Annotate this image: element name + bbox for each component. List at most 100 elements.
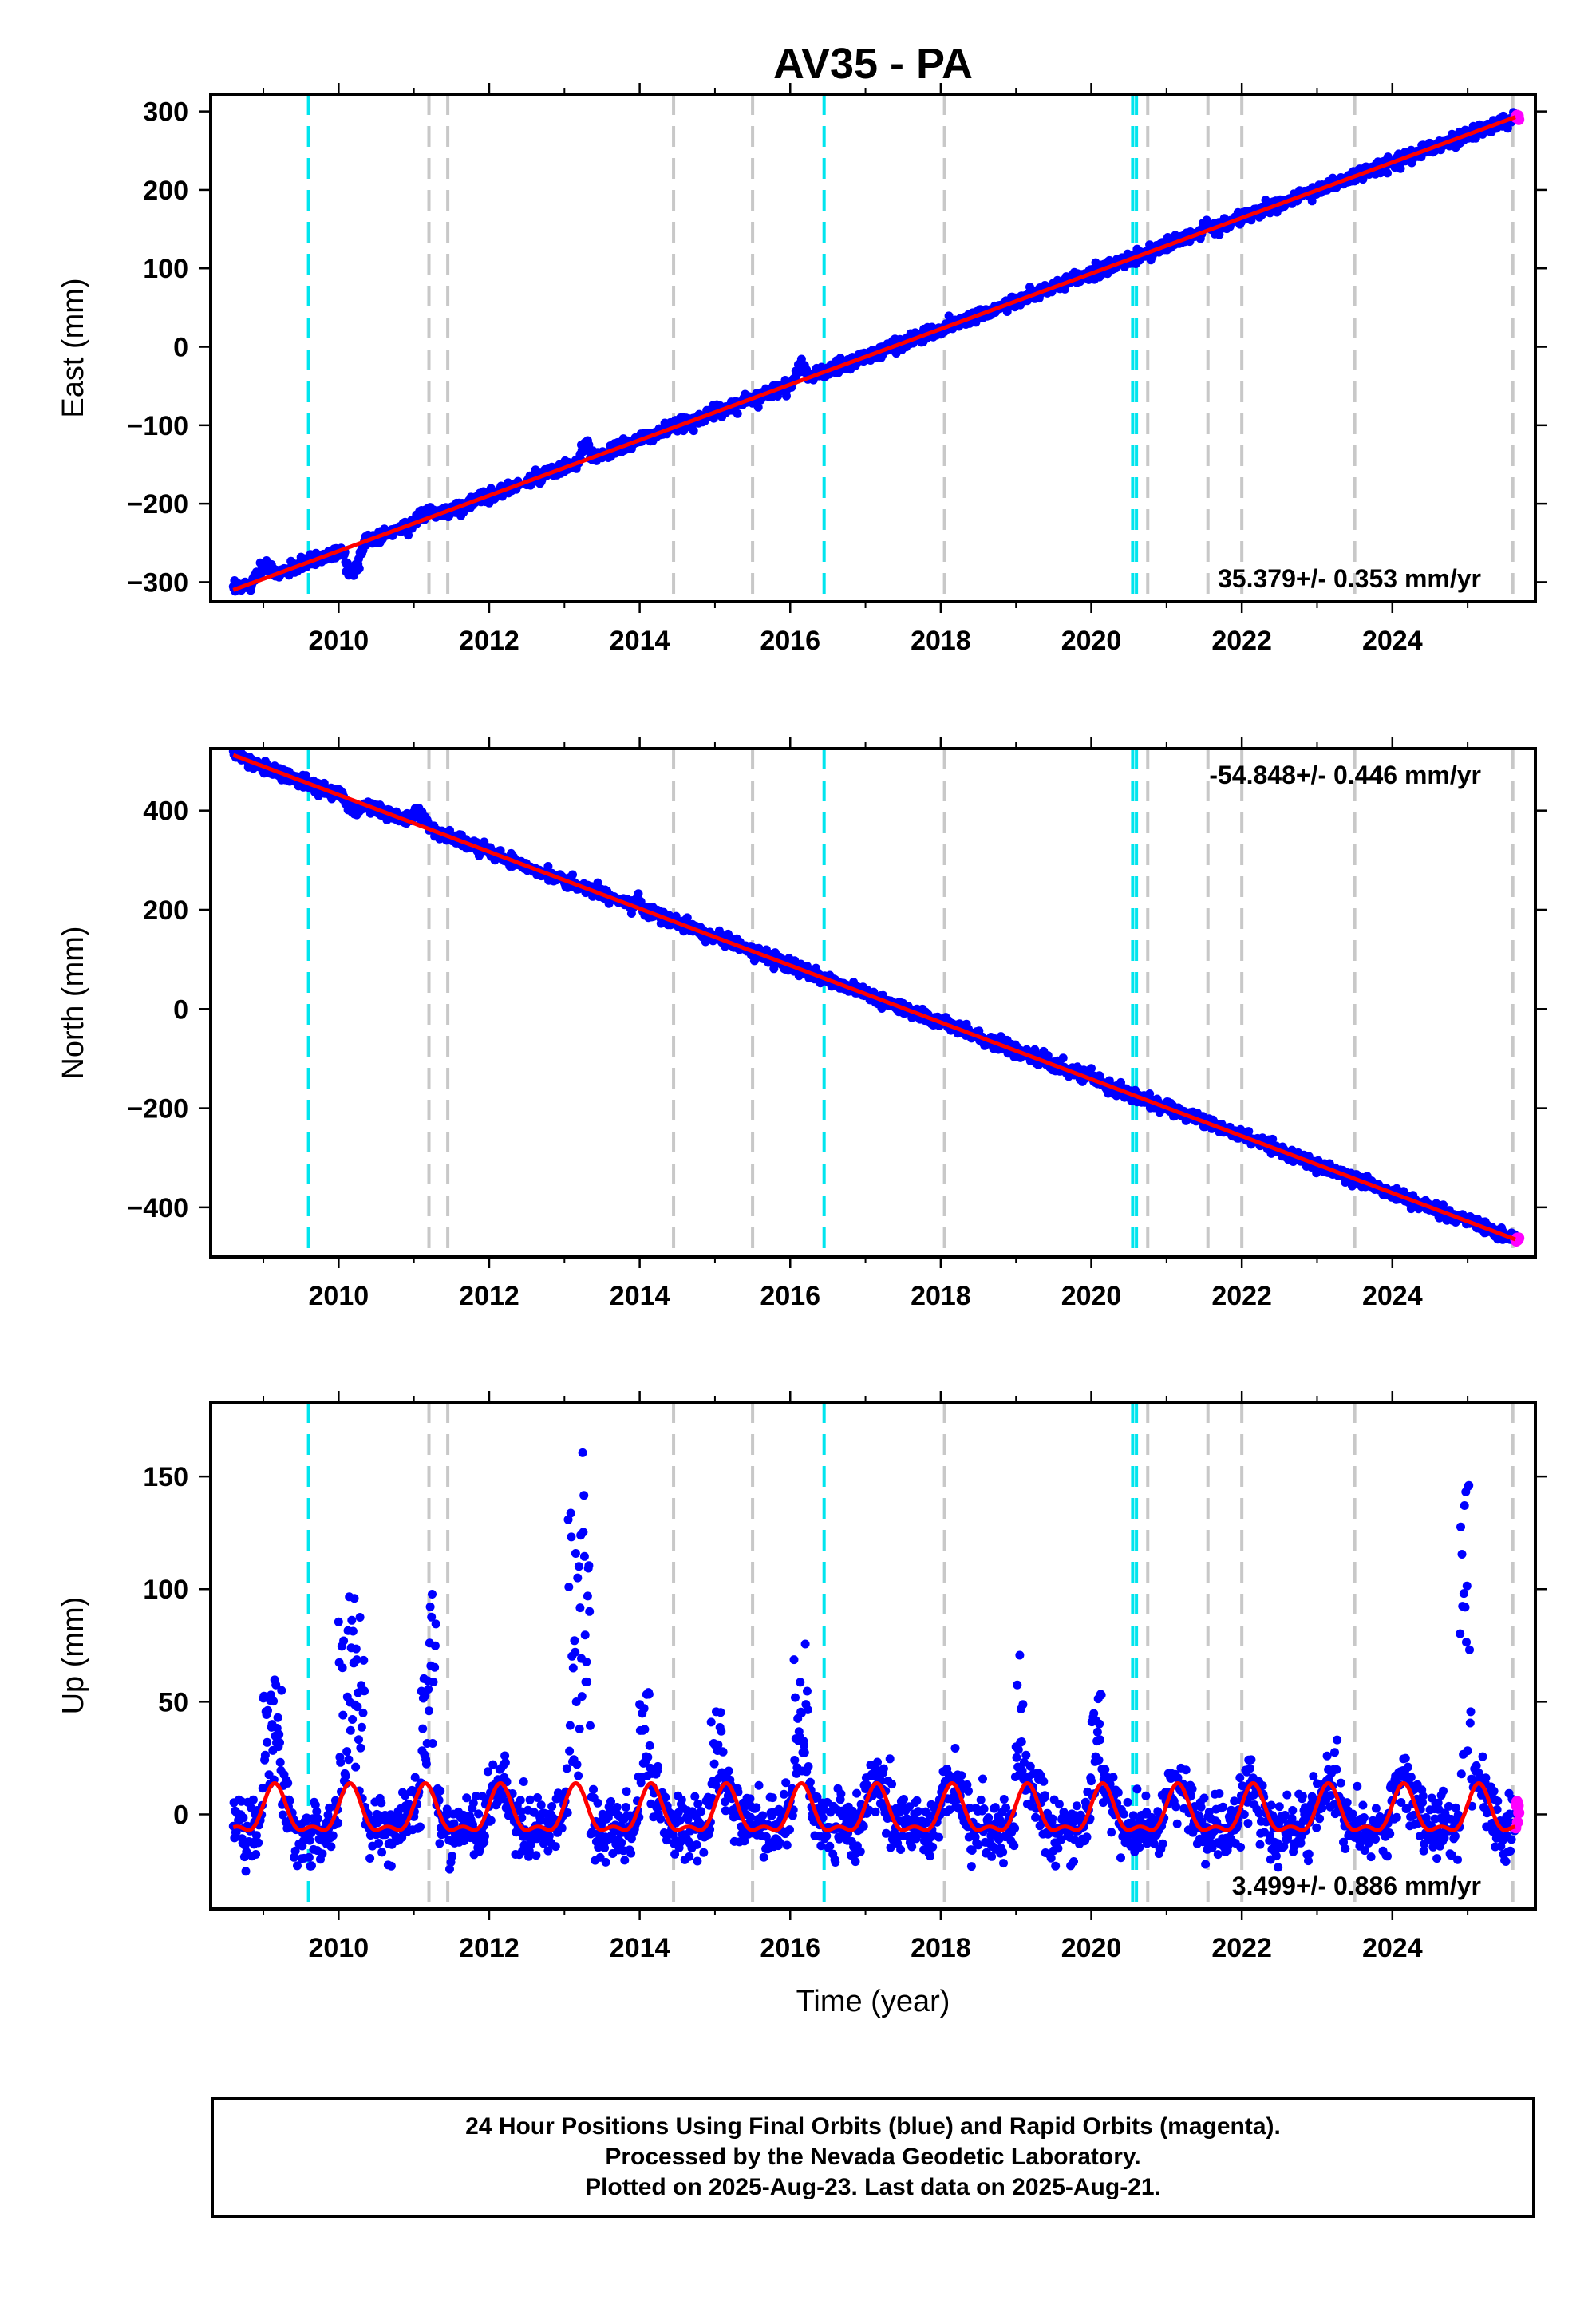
data-point — [304, 1852, 314, 1862]
data-point — [634, 889, 643, 899]
data-point — [566, 1508, 575, 1518]
data-point — [584, 1561, 594, 1571]
data-point — [582, 1657, 591, 1666]
data-point — [350, 1594, 359, 1603]
data-point — [251, 1850, 261, 1859]
y-tick-label: 400 — [143, 796, 188, 827]
data-point — [571, 1549, 580, 1558]
data-point — [342, 1747, 352, 1757]
data-point — [348, 1715, 358, 1724]
data-point — [500, 1758, 510, 1767]
data-point — [653, 1761, 662, 1771]
data-point — [1307, 196, 1317, 206]
data-point — [251, 1831, 261, 1840]
chart-title: AV35 - PA — [773, 40, 973, 88]
data-point — [568, 1663, 578, 1673]
x-tick-label: 2014 — [610, 1281, 670, 1311]
data-point — [656, 1814, 666, 1824]
data-point — [677, 1795, 686, 1804]
rate-label: -54.848+/- 0.446 mm/yr — [1209, 761, 1481, 789]
data-point — [429, 1678, 438, 1686]
data-point — [580, 1630, 590, 1640]
data-point — [336, 1757, 346, 1767]
x-tick-label: 2024 — [1362, 1281, 1423, 1311]
data-point — [293, 1861, 302, 1871]
data-point — [421, 1759, 431, 1769]
y-axis-label: East (mm) — [57, 278, 90, 417]
data-point — [351, 1762, 361, 1772]
data-point — [601, 1857, 610, 1867]
data-point — [275, 1738, 284, 1747]
data-point — [733, 409, 742, 418]
data-point — [344, 1755, 354, 1765]
data-point — [585, 1607, 595, 1616]
data-point — [782, 391, 791, 401]
data-point — [358, 1708, 368, 1717]
y-tick-label: −400 — [127, 1193, 188, 1223]
data-point — [305, 1836, 314, 1845]
data-point — [543, 862, 553, 871]
data-point — [263, 1737, 272, 1747]
data-point — [573, 1573, 583, 1583]
data-point — [425, 1706, 433, 1716]
data-point — [326, 1842, 336, 1852]
y-tick-label: 200 — [143, 176, 188, 206]
data-point — [341, 1771, 350, 1780]
data-point — [377, 1848, 387, 1857]
x-tick-label: 2024 — [1362, 626, 1423, 656]
x-tick-label: 2010 — [309, 626, 369, 656]
data-point — [346, 1725, 355, 1735]
data-point — [600, 1844, 610, 1852]
data-point — [360, 1686, 369, 1696]
data-point — [354, 1735, 363, 1745]
x-tick-label: 2016 — [760, 626, 820, 656]
data-point — [480, 1832, 489, 1841]
x-tick-label: 2012 — [459, 1281, 519, 1311]
y-tick-label: 100 — [143, 254, 188, 284]
y-tick-label: 0 — [173, 994, 188, 1025]
data-point — [283, 1778, 293, 1788]
plot-frame — [209, 93, 1537, 603]
data-point — [1058, 1053, 1068, 1063]
data-point — [583, 1591, 592, 1601]
data-point — [241, 1867, 251, 1876]
data-point — [351, 1644, 361, 1654]
data-point — [1087, 1064, 1096, 1073]
data-point — [430, 1641, 440, 1650]
data-point — [525, 1795, 535, 1804]
data-point — [640, 1725, 650, 1734]
data-point — [578, 1448, 587, 1457]
data-point — [1002, 307, 1012, 316]
rate-label: 35.379+/- 0.353 mm/yr — [1218, 564, 1481, 593]
panel-north: 2010 2012 2014 2016 2018 2020 2022 2024−400−200… — [57, 737, 1547, 1311]
data-point — [568, 870, 577, 879]
data-point — [424, 1685, 433, 1694]
data-point — [579, 1491, 589, 1500]
data-point — [626, 1848, 636, 1858]
data-point — [269, 1697, 279, 1706]
data-point — [347, 1615, 357, 1625]
data-point — [354, 563, 364, 573]
data-point — [570, 1636, 579, 1646]
y-tick-label: −300 — [127, 567, 188, 598]
y-tick-label: 300 — [143, 97, 188, 128]
y-axis-label: North (mm) — [57, 926, 90, 1079]
data-point — [275, 1729, 284, 1739]
data-point — [404, 531, 413, 540]
y-tick-label: −200 — [127, 489, 188, 520]
data-point — [575, 1724, 584, 1733]
data-point — [645, 1741, 654, 1750]
data-point — [260, 1750, 270, 1760]
data-point — [689, 426, 698, 436]
data-point — [531, 1851, 541, 1860]
data-point — [562, 1764, 571, 1773]
data-point — [318, 1849, 327, 1859]
data-point — [557, 1824, 567, 1833]
data-point — [416, 1822, 425, 1832]
x-tick-label: 2022 — [1211, 626, 1272, 656]
data-point — [425, 1602, 435, 1611]
model-line — [232, 115, 1516, 592]
data-point — [474, 1809, 484, 1819]
data-point — [263, 1705, 272, 1715]
panel-up: 2010 2012 2014 2016 2018 2020 2022 202405010015… — [57, 1391, 1547, 2018]
